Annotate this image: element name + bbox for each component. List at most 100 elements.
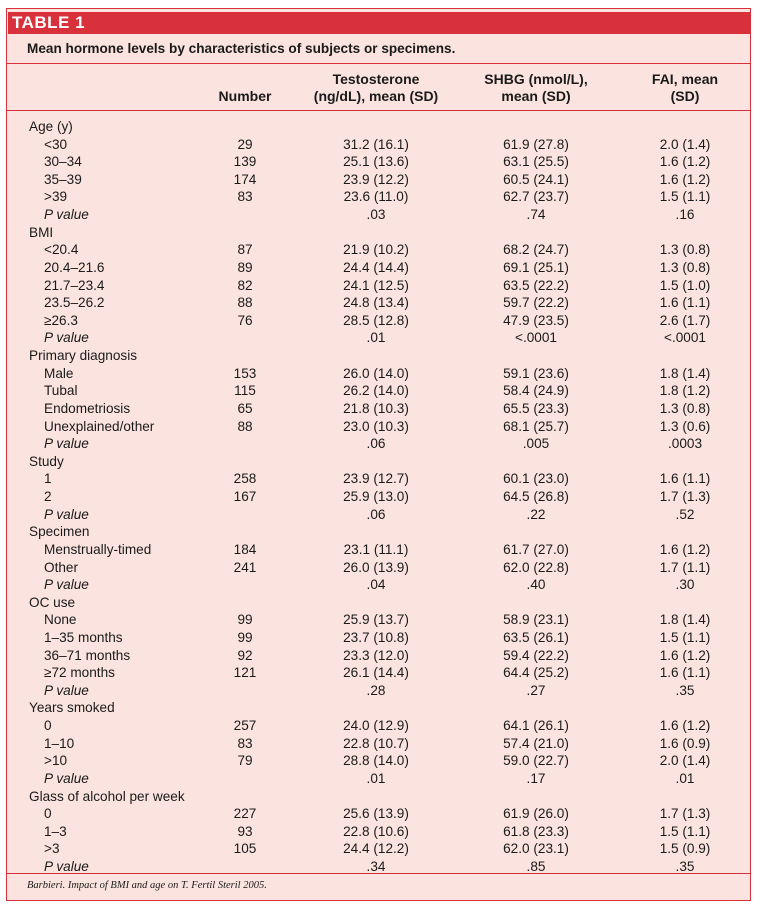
row-label: 1–10 [44, 735, 75, 751]
table-section-header: Age (y) [0, 118, 760, 136]
row-label: P value [44, 330, 89, 346]
cell-fai: 1.7 (1.3) [659, 806, 711, 822]
cell-shbg: 64.4 (25.2) [503, 665, 569, 681]
cell-fai: 1.6 (1.2) [659, 647, 711, 663]
cell-testosterone: 28.8 (14.0) [343, 753, 409, 769]
cell-fai: .30 [675, 577, 695, 593]
cell-shbg: 59.1 (23.6) [503, 365, 569, 381]
cell-shbg: 59.0 (22.7) [503, 753, 569, 769]
cell-testosterone: 31.2 (16.1) [343, 136, 409, 152]
cell-number: 92 [237, 647, 253, 663]
cell-number: 83 [237, 735, 253, 751]
row-label: Other [44, 559, 78, 575]
row-label: Years smoked [29, 700, 115, 716]
table-row: 23.5–26.2 88 24.8 (13.4) 59.7 (22.2) 1.6 (1.… [0, 294, 760, 312]
table-section-header: Glass of alcohol per week [0, 788, 760, 806]
cell-number: 241 [233, 559, 257, 575]
row-label: 20.4–21.6 [44, 259, 105, 275]
cell-testosterone: 21.8 (10.3) [343, 400, 409, 416]
row-label: P value [44, 506, 89, 522]
row-label: 35–39 [44, 171, 82, 187]
cell-testosterone: 24.4 (12.2) [343, 841, 409, 857]
cell-testosterone: 25.9 (13.0) [343, 489, 409, 505]
table-caption: Mean hormone levels by characteristics o… [27, 41, 456, 56]
cell-number: 29 [237, 136, 253, 152]
table-row: 1–35 months 99 23.7 (10.8) 63.5 (26.1) 1.5 (… [0, 629, 760, 647]
cell-shbg: .40 [526, 577, 546, 593]
cell-testosterone: .06 [366, 506, 386, 522]
cell-shbg: .85 [526, 859, 546, 875]
cell-fai: .52 [675, 506, 695, 522]
cell-number: 258 [233, 471, 257, 487]
row-label: Male [44, 365, 74, 381]
cell-fai: .35 [675, 682, 695, 698]
cell-fai: 1.6 (1.2) [659, 154, 711, 170]
cell-fai: 2.6 (1.7) [659, 312, 711, 328]
cell-shbg: 60.5 (24.1) [503, 171, 569, 187]
cell-number: 105 [233, 841, 257, 857]
cell-shbg: 47.9 (23.5) [503, 312, 569, 328]
header-testosterone-line1: Testosterone [332, 71, 420, 87]
cell-shbg: .27 [526, 682, 546, 698]
cell-fai: 1.8 (1.4) [659, 612, 711, 628]
cell-fai: 1.6 (1.2) [659, 718, 711, 734]
table-tag-bar [87, 12, 751, 34]
cell-number: 65 [237, 400, 253, 416]
table-row: <20.4 87 21.9 (10.2) 68.2 (24.7) 1.3 (0.8) [0, 241, 760, 259]
cell-shbg: 63.5 (22.2) [503, 277, 569, 293]
header-fai-line1: FAI, mean [651, 71, 719, 87]
cell-fai: 1.5 (1.1) [659, 629, 711, 645]
cell-testosterone: .03 [366, 207, 386, 223]
table-row: 0 227 25.6 (13.9) 61.9 (26.0) 1.7 (1.3) [0, 805, 760, 823]
cell-fai: 1.5 (0.9) [659, 841, 711, 857]
cell-testosterone: 24.8 (13.4) [343, 295, 409, 311]
cell-testosterone: .06 [366, 436, 386, 452]
cell-shbg: .22 [526, 506, 546, 522]
cell-number: 76 [237, 312, 253, 328]
cell-testosterone: 24.1 (12.5) [343, 277, 409, 293]
table-row: 1–3 93 22.8 (10.6) 61.8 (23.3) 1.5 (1.1) [0, 823, 760, 841]
cell-fai: 1.5 (1.1) [659, 823, 711, 839]
table-row: P value .06 .22 .52 [0, 506, 760, 524]
row-label: Tubal [44, 383, 78, 399]
cell-shbg: 62.7 (23.7) [503, 189, 569, 205]
cell-testosterone: 23.3 (12.0) [343, 647, 409, 663]
row-label: 36–71 months [44, 647, 131, 663]
row-label: >3 [44, 841, 60, 857]
row-label: P value [44, 770, 89, 786]
row-label: 1 [44, 471, 52, 487]
row-label: <20.4 [44, 242, 79, 258]
cell-fai: 1.6 (1.1) [659, 295, 711, 311]
cell-shbg: 64.1 (26.1) [503, 718, 569, 734]
table-row: P value .06 .005 .0003 [0, 435, 760, 453]
cell-fai: 1.6 (0.9) [659, 735, 711, 751]
cell-fai: 1.8 (1.2) [659, 383, 711, 399]
cell-testosterone: 25.9 (13.7) [343, 612, 409, 628]
cell-shbg: 65.5 (23.3) [503, 400, 569, 416]
row-label: None [44, 612, 77, 628]
row-label: P value [44, 207, 89, 223]
cell-shbg: 61.7 (27.0) [503, 541, 569, 557]
cell-testosterone: 23.9 (12.2) [343, 171, 409, 187]
cell-testosterone: 21.9 (10.2) [343, 242, 409, 258]
header-number: Number [218, 88, 272, 104]
table-row: 1 258 23.9 (12.7) 60.1 (23.0) 1.6 (1.1) [0, 470, 760, 488]
table-row: P value .04 .40 .30 [0, 576, 760, 594]
table-section-header: BMI [0, 224, 760, 242]
cell-shbg: 62.0 (22.8) [503, 559, 569, 575]
cell-testosterone: 23.7 (10.8) [343, 629, 409, 645]
table-row: >39 83 23.6 (11.0) 62.7 (23.7) 1.5 (1.1) [0, 188, 760, 206]
cell-fai: .01 [675, 770, 695, 786]
cell-number: 88 [237, 295, 253, 311]
header-testosterone-line2: (ng/dL), mean (SD) [313, 88, 439, 104]
cell-number: 115 [234, 383, 256, 399]
header-fai-line2: (SD) [670, 88, 700, 104]
table-row: Menstrually-timed 184 23.1 (11.1) 61.7 (27.… [0, 541, 760, 559]
cell-fai: 1.6 (1.2) [659, 541, 711, 557]
table-row: 30–34 139 25.1 (13.6) 63.1 (25.5) 1.6 (1.2) [0, 153, 760, 171]
cell-testosterone: .01 [366, 770, 386, 786]
header-rule [7, 110, 750, 111]
cell-fai: 1.3 (0.8) [659, 259, 711, 275]
cell-shbg: 63.5 (26.1) [503, 629, 569, 645]
row-label: 0 [44, 806, 52, 822]
